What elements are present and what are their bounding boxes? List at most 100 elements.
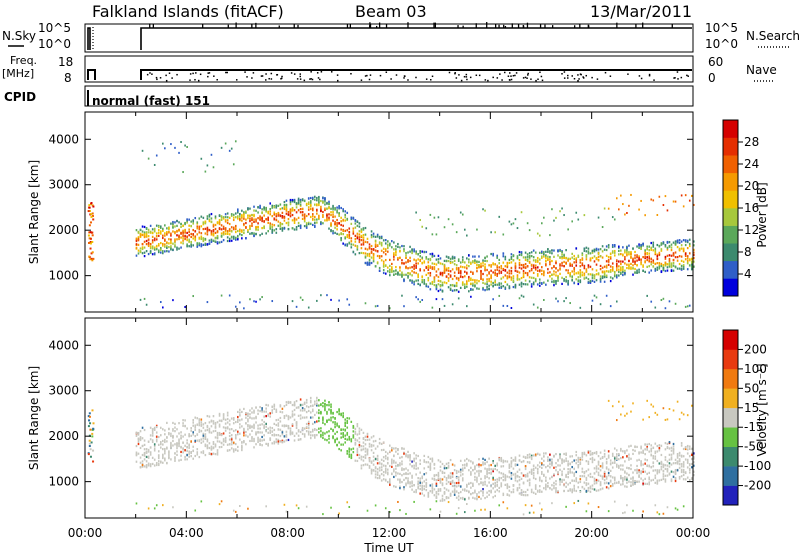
range-cell xyxy=(220,215,223,218)
range-cell xyxy=(372,235,375,238)
range-cell xyxy=(247,412,249,415)
range-cell xyxy=(174,225,176,228)
range-cell xyxy=(382,471,385,474)
range-cell xyxy=(143,254,146,258)
range-cell xyxy=(232,227,235,231)
range-cell xyxy=(512,459,515,462)
range-cell xyxy=(441,262,444,266)
range-cell xyxy=(429,252,432,256)
range-cell xyxy=(153,252,156,255)
range-cell xyxy=(243,223,245,227)
range-cell xyxy=(139,466,142,469)
range-cell xyxy=(157,249,160,252)
range-cell xyxy=(498,457,501,461)
range-cell xyxy=(636,264,638,267)
range-cell xyxy=(567,476,569,479)
range-cell xyxy=(382,478,385,481)
range-cell xyxy=(652,243,655,246)
range-cell xyxy=(370,244,373,248)
range-cell xyxy=(336,206,338,209)
range-cell xyxy=(536,470,539,473)
range-cell xyxy=(184,433,186,436)
range-cell xyxy=(147,157,150,160)
range-cell xyxy=(532,281,535,284)
range-cell xyxy=(253,205,255,208)
range-cell xyxy=(506,507,509,510)
range-cell xyxy=(559,263,561,266)
range-cell xyxy=(174,459,176,462)
range-cell xyxy=(360,228,363,231)
range-cell xyxy=(210,447,213,451)
range-cell xyxy=(249,439,251,443)
range-cell xyxy=(271,230,274,233)
range-cell xyxy=(425,283,428,286)
range-cell xyxy=(368,445,371,448)
nave-point xyxy=(541,79,544,82)
range-cell xyxy=(688,264,691,267)
range-cell xyxy=(170,446,172,450)
range-cell xyxy=(536,306,539,309)
range-cell xyxy=(399,250,401,253)
range-cell xyxy=(409,463,411,466)
range-cell xyxy=(435,288,438,291)
range-cell xyxy=(307,424,310,427)
nave-point xyxy=(303,79,306,82)
range-cell xyxy=(374,470,377,473)
range-cell xyxy=(334,208,336,211)
range-cell xyxy=(228,239,231,243)
range-cell xyxy=(601,276,604,280)
range-cell xyxy=(449,482,452,485)
range-cell xyxy=(490,277,492,280)
range-cell xyxy=(356,449,359,452)
range-cell xyxy=(267,210,269,213)
range-cell xyxy=(247,425,249,428)
range-cell xyxy=(277,434,280,437)
range-cell xyxy=(168,245,170,249)
range-cell xyxy=(492,482,494,485)
range-cell xyxy=(273,217,276,220)
range-cell xyxy=(255,300,257,303)
range-cell xyxy=(322,215,324,218)
range-cell xyxy=(482,483,484,487)
range-cell xyxy=(466,485,468,488)
range-cell xyxy=(216,230,219,233)
range-cell xyxy=(92,205,95,208)
range-cell xyxy=(399,487,401,490)
range-cell xyxy=(579,269,582,272)
range-cell xyxy=(561,264,563,267)
range-cell xyxy=(212,440,215,444)
range-cell xyxy=(285,433,288,436)
range-cell xyxy=(299,404,302,407)
range-cell xyxy=(498,272,501,275)
range-cell xyxy=(198,421,201,425)
range-cell xyxy=(609,265,612,268)
range-cell xyxy=(678,262,681,266)
range-cell xyxy=(245,218,247,221)
range-cell xyxy=(445,488,448,491)
range-cell xyxy=(530,285,533,288)
range-cell xyxy=(510,465,513,468)
range-cell xyxy=(88,224,91,227)
range-cell xyxy=(589,265,592,268)
range-cell xyxy=(680,259,683,262)
range-cell xyxy=(672,259,675,262)
range-cell xyxy=(474,472,476,475)
range-cell xyxy=(376,304,379,307)
range-cell xyxy=(344,437,347,440)
range-cell xyxy=(654,251,657,255)
range-cell xyxy=(427,461,430,464)
range-cell xyxy=(307,197,310,200)
range-cell xyxy=(200,225,203,228)
range-cell xyxy=(350,448,353,451)
nave-point xyxy=(454,72,456,75)
range-cell xyxy=(208,429,211,433)
range-cell xyxy=(234,420,237,424)
range-cell xyxy=(543,487,545,490)
range-cell xyxy=(415,454,417,457)
range-cell xyxy=(295,406,298,409)
range-cell xyxy=(324,432,326,435)
range-cell xyxy=(303,433,306,436)
range-cell xyxy=(401,480,403,484)
range-cell xyxy=(372,260,375,263)
range-cell xyxy=(455,469,458,473)
